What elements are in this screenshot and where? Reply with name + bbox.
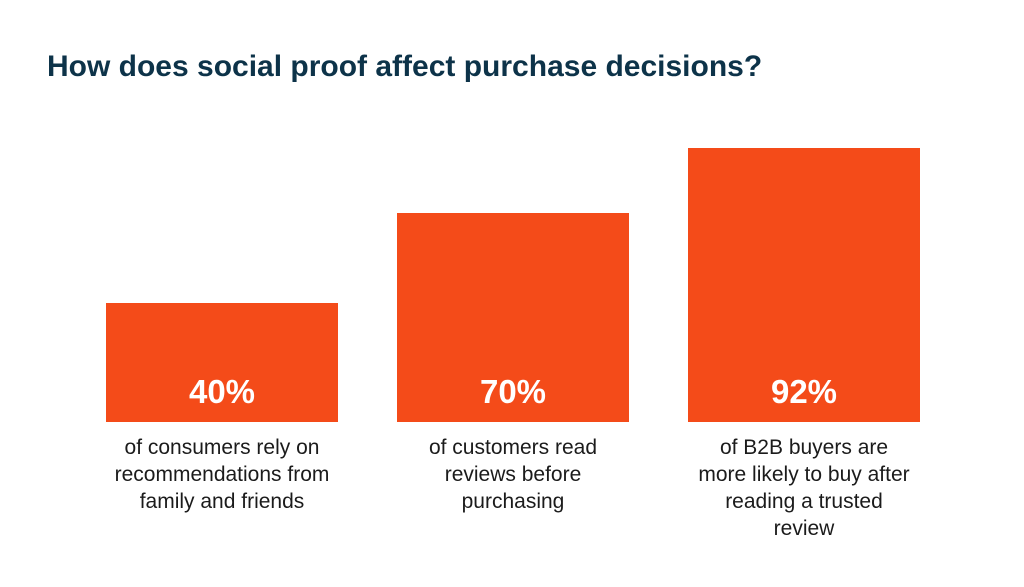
bar (397, 213, 629, 422)
value-label: 40% (188, 373, 256, 410)
category-label: of consumers rely on recommendations fro… (114, 436, 330, 513)
bar (688, 147, 920, 422)
category-label: of customers read reviews before purchas… (428, 436, 598, 513)
value-label: 92% (770, 373, 838, 410)
category-label: of B2B buyers are more likely to buy aft… (698, 436, 910, 540)
bar (106, 302, 338, 422)
value-label: 70% (479, 373, 547, 410)
chart-title: How does social proof affect purchase de… (47, 50, 763, 83)
